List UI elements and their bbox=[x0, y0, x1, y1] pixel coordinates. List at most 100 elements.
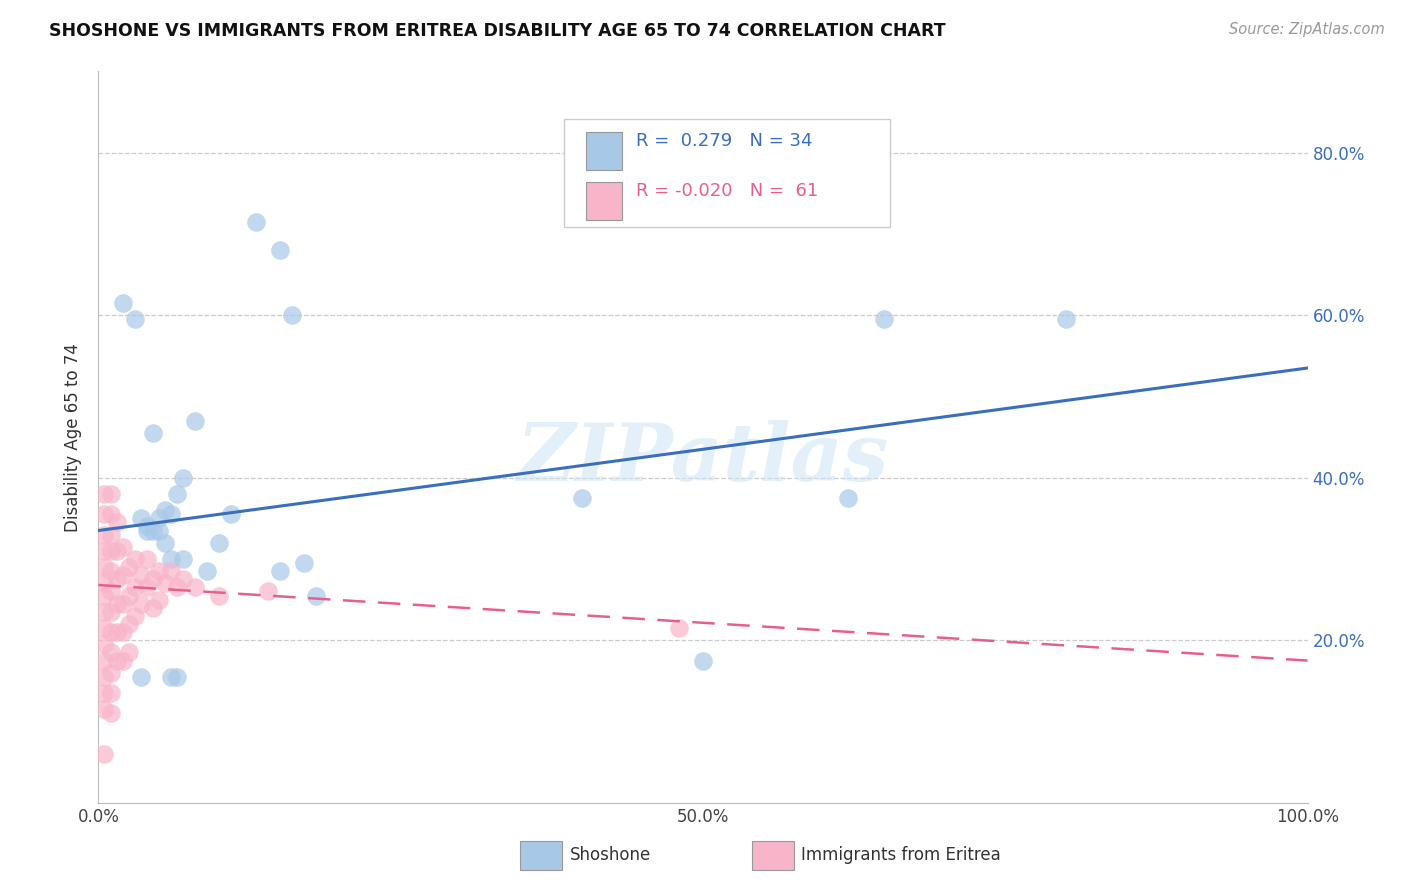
Point bbox=[837, 491, 859, 505]
Point bbox=[93, 589, 115, 603]
Point bbox=[100, 645, 122, 659]
Point bbox=[172, 471, 194, 485]
Point bbox=[93, 686, 115, 700]
Point bbox=[100, 605, 122, 619]
Point bbox=[93, 487, 115, 501]
Point bbox=[93, 508, 115, 522]
Point bbox=[93, 544, 115, 558]
Point bbox=[111, 654, 134, 668]
Point bbox=[153, 535, 176, 549]
Point bbox=[129, 597, 152, 611]
Text: SHOSHONE VS IMMIGRANTS FROM ERITREA DISABILITY AGE 65 TO 74 CORRELATION CHART: SHOSHONE VS IMMIGRANTS FROM ERITREA DISA… bbox=[49, 22, 946, 40]
Point bbox=[105, 625, 128, 640]
Point bbox=[148, 564, 170, 578]
Point bbox=[100, 564, 122, 578]
Point bbox=[93, 670, 115, 684]
Point bbox=[135, 519, 157, 533]
Point bbox=[93, 527, 115, 541]
Point bbox=[160, 564, 183, 578]
Point bbox=[100, 686, 122, 700]
Point bbox=[281, 308, 304, 322]
Point bbox=[118, 645, 141, 659]
Point bbox=[100, 544, 122, 558]
Point bbox=[142, 572, 165, 586]
Point bbox=[269, 564, 291, 578]
Text: Immigrants from Eritrea: Immigrants from Eritrea bbox=[801, 847, 1001, 864]
Point bbox=[124, 312, 146, 326]
Point bbox=[129, 511, 152, 525]
Point bbox=[208, 589, 231, 603]
Point bbox=[269, 243, 291, 257]
Point bbox=[118, 589, 141, 603]
Point bbox=[100, 527, 122, 541]
Point bbox=[105, 544, 128, 558]
Point bbox=[100, 625, 122, 640]
Point bbox=[111, 296, 134, 310]
FancyBboxPatch shape bbox=[586, 182, 621, 219]
Point bbox=[153, 503, 176, 517]
Point bbox=[93, 576, 115, 591]
Point bbox=[111, 540, 134, 554]
Point bbox=[118, 560, 141, 574]
Point bbox=[93, 654, 115, 668]
Point bbox=[873, 312, 896, 326]
Point bbox=[172, 552, 194, 566]
Point bbox=[93, 621, 115, 635]
Point bbox=[172, 572, 194, 586]
Point bbox=[105, 572, 128, 586]
Point bbox=[166, 670, 188, 684]
Point bbox=[245, 215, 267, 229]
Point bbox=[142, 524, 165, 538]
Point bbox=[195, 564, 218, 578]
Point bbox=[129, 670, 152, 684]
Point bbox=[135, 581, 157, 595]
Text: Source: ZipAtlas.com: Source: ZipAtlas.com bbox=[1229, 22, 1385, 37]
Point bbox=[100, 487, 122, 501]
Point bbox=[111, 625, 134, 640]
Point bbox=[148, 511, 170, 525]
Point bbox=[93, 747, 115, 761]
Point bbox=[166, 581, 188, 595]
Point bbox=[124, 581, 146, 595]
Point bbox=[129, 568, 152, 582]
Point bbox=[105, 516, 128, 530]
Point bbox=[160, 670, 183, 684]
Y-axis label: Disability Age 65 to 74: Disability Age 65 to 74 bbox=[65, 343, 83, 532]
Point bbox=[160, 508, 183, 522]
Point bbox=[142, 425, 165, 440]
Text: Shoshone: Shoshone bbox=[569, 847, 651, 864]
Point bbox=[111, 597, 134, 611]
Point bbox=[124, 608, 146, 623]
Point bbox=[118, 617, 141, 632]
Point bbox=[111, 568, 134, 582]
Text: R = -0.020   N =  61: R = -0.020 N = 61 bbox=[637, 182, 818, 200]
Point bbox=[100, 508, 122, 522]
Point bbox=[100, 584, 122, 599]
Point bbox=[221, 508, 243, 522]
Point bbox=[1054, 312, 1077, 326]
Text: R =  0.279   N = 34: R = 0.279 N = 34 bbox=[637, 132, 813, 150]
Point bbox=[184, 581, 207, 595]
Point bbox=[153, 576, 176, 591]
Point bbox=[135, 524, 157, 538]
Point bbox=[142, 600, 165, 615]
Point bbox=[148, 592, 170, 607]
Point bbox=[160, 552, 183, 566]
Point bbox=[93, 702, 115, 716]
Point bbox=[105, 597, 128, 611]
Point bbox=[148, 524, 170, 538]
FancyBboxPatch shape bbox=[586, 132, 621, 170]
Point bbox=[692, 654, 714, 668]
Text: ZIPatlas: ZIPatlas bbox=[517, 420, 889, 498]
Point bbox=[100, 706, 122, 721]
Point bbox=[292, 556, 315, 570]
Point bbox=[305, 589, 328, 603]
Point bbox=[166, 487, 188, 501]
Point bbox=[208, 535, 231, 549]
Point bbox=[256, 584, 278, 599]
Point bbox=[93, 605, 115, 619]
Point bbox=[124, 552, 146, 566]
Point bbox=[93, 560, 115, 574]
Point bbox=[571, 491, 593, 505]
Point bbox=[100, 665, 122, 680]
